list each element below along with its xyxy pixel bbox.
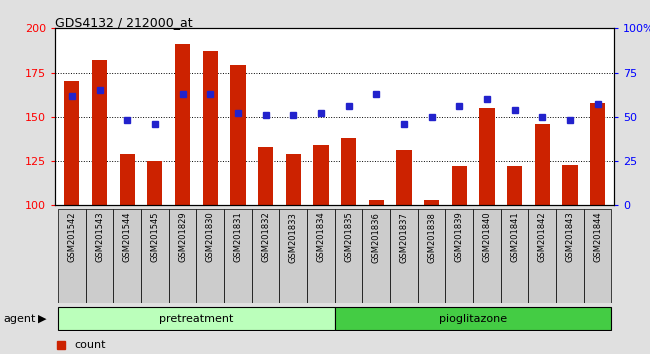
Bar (396, 150, 411, 205)
Bar (224, 209, 252, 303)
Bar (169, 209, 196, 303)
Text: GSM201545: GSM201545 (150, 212, 159, 262)
Bar (479, 108, 495, 205)
Text: GSM201841: GSM201841 (510, 212, 519, 262)
Bar (390, 209, 418, 303)
Bar (285, 154, 301, 205)
Bar (556, 209, 584, 303)
Text: pioglitazone: pioglitazone (439, 314, 507, 324)
Text: GSM201835: GSM201835 (344, 212, 353, 262)
Bar (175, 44, 190, 205)
Text: GSM201829: GSM201829 (178, 212, 187, 262)
Bar (307, 209, 335, 303)
Bar (363, 209, 390, 303)
Bar (445, 209, 473, 303)
Text: GSM201543: GSM201543 (95, 212, 104, 262)
Bar (418, 209, 445, 303)
Bar (252, 209, 280, 303)
Text: count: count (75, 340, 107, 350)
Text: GSM201542: GSM201542 (68, 212, 76, 262)
Bar (120, 154, 135, 205)
Text: GSM201837: GSM201837 (400, 212, 408, 263)
Bar (452, 166, 467, 205)
Text: GSM201843: GSM201843 (566, 212, 575, 262)
Text: GSM201842: GSM201842 (538, 212, 547, 262)
Bar (507, 166, 522, 205)
Bar (341, 138, 356, 205)
Bar (86, 209, 113, 303)
Bar (258, 147, 273, 205)
Bar (64, 81, 79, 205)
Bar (92, 60, 107, 205)
Text: agent: agent (3, 314, 36, 324)
Bar (562, 165, 578, 205)
Bar (58, 307, 335, 331)
Text: ▶: ▶ (38, 314, 46, 324)
Bar (369, 200, 384, 205)
Text: GSM201839: GSM201839 (455, 212, 464, 262)
Text: GSM201834: GSM201834 (317, 212, 326, 262)
Bar (113, 209, 141, 303)
Bar (528, 209, 556, 303)
Text: GSM201832: GSM201832 (261, 212, 270, 262)
Bar (313, 145, 328, 205)
Bar (196, 209, 224, 303)
Bar (500, 209, 528, 303)
Bar (141, 209, 169, 303)
Text: pretreatment: pretreatment (159, 314, 233, 324)
Text: GSM201833: GSM201833 (289, 212, 298, 263)
Bar (148, 161, 162, 205)
Bar (584, 209, 612, 303)
Bar (535, 124, 550, 205)
Bar (590, 103, 605, 205)
Bar (335, 209, 363, 303)
Text: GSM201544: GSM201544 (123, 212, 132, 262)
Bar (230, 65, 246, 205)
Text: GSM201838: GSM201838 (427, 212, 436, 263)
Bar (203, 51, 218, 205)
Text: GSM201830: GSM201830 (205, 212, 214, 262)
Text: GSM201836: GSM201836 (372, 212, 381, 263)
Bar (473, 209, 500, 303)
Text: GDS4132 / 212000_at: GDS4132 / 212000_at (55, 16, 193, 29)
Bar (280, 209, 307, 303)
Text: GSM201844: GSM201844 (593, 212, 602, 262)
Text: GSM201840: GSM201840 (482, 212, 491, 262)
Bar (335, 307, 612, 331)
Text: GSM201831: GSM201831 (233, 212, 242, 262)
Bar (424, 200, 439, 205)
Bar (58, 209, 86, 303)
